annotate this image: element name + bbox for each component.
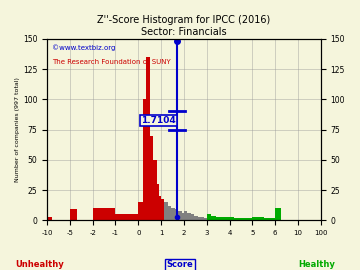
Y-axis label: Number of companies (997 total): Number of companies (997 total)	[15, 77, 20, 182]
Text: Healthy: Healthy	[298, 260, 335, 269]
Bar	[204, 218, 207, 220]
Bar	[194, 215, 198, 220]
Bar	[211, 215, 216, 220]
Bar	[252, 217, 264, 220]
Bar	[207, 214, 211, 220]
Bar	[201, 217, 204, 220]
Bar	[153, 160, 157, 220]
Bar	[198, 217, 201, 220]
Bar	[239, 218, 243, 220]
Bar	[171, 208, 175, 220]
Bar	[159, 196, 161, 220]
Bar	[275, 208, 281, 220]
Bar	[161, 198, 165, 220]
Bar	[216, 217, 220, 220]
Text: Unhealthy: Unhealthy	[15, 260, 64, 269]
Bar	[243, 218, 248, 220]
Bar	[93, 208, 116, 220]
Bar	[264, 218, 275, 220]
Bar	[225, 217, 230, 220]
Bar	[47, 217, 51, 220]
Bar	[116, 214, 138, 220]
Text: 1.7104: 1.7104	[141, 116, 176, 125]
Bar	[175, 210, 178, 220]
Bar	[150, 136, 153, 220]
Text: Score: Score	[167, 260, 193, 269]
Bar	[157, 184, 159, 220]
Bar	[178, 211, 181, 220]
Text: The Research Foundation of SUNY: The Research Foundation of SUNY	[53, 59, 171, 65]
Title: Z''-Score Histogram for IPCC (2016)
Sector: Financials: Z''-Score Histogram for IPCC (2016) Sect…	[97, 15, 270, 37]
Bar	[248, 218, 252, 220]
Bar	[143, 99, 146, 220]
Bar	[187, 213, 191, 220]
Bar	[184, 211, 187, 220]
Bar	[70, 210, 77, 220]
Bar	[146, 57, 150, 220]
Text: ©www.textbiz.org: ©www.textbiz.org	[53, 44, 116, 51]
Bar	[234, 218, 239, 220]
Bar	[165, 202, 168, 220]
Bar	[181, 213, 184, 220]
Bar	[191, 214, 194, 220]
Bar	[138, 202, 143, 220]
Bar	[220, 217, 225, 220]
Bar	[230, 217, 234, 220]
Bar	[168, 206, 171, 220]
